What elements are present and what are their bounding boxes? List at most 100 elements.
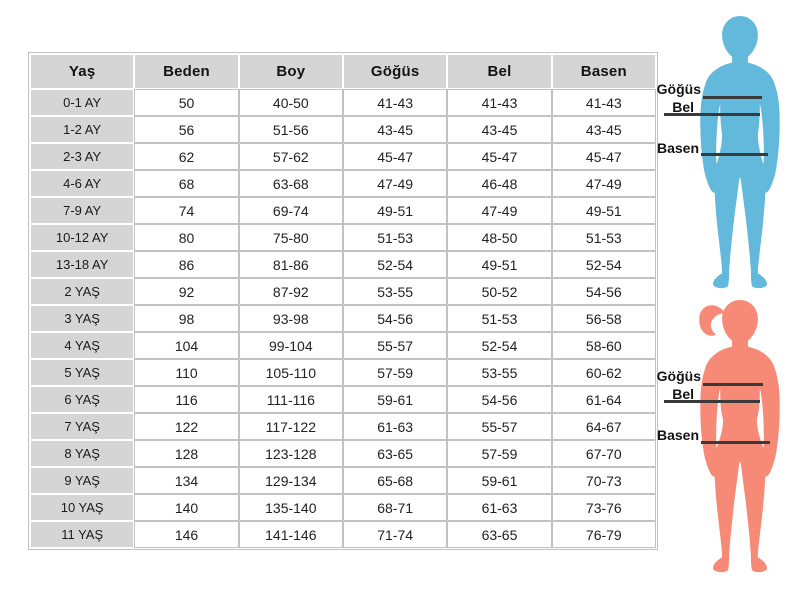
table-cell: 41-43: [448, 90, 551, 115]
row-header-age: 7-9 AY: [31, 198, 134, 223]
table-cell: 54-56: [343, 306, 447, 331]
row-header-age: 2-3 AY: [31, 144, 134, 169]
table-cell: 116: [135, 387, 238, 412]
table-cell: 43-45: [448, 117, 551, 142]
table-cell: 47-49: [448, 198, 551, 223]
table-cell: 41-43: [552, 90, 655, 115]
table-cell: 56-58: [552, 306, 655, 331]
girl-waist-label: Bel: [672, 386, 694, 402]
table-cell: 52-54: [448, 333, 551, 358]
girl-silhouette: [700, 299, 780, 573]
table-cell: 48-50: [448, 225, 551, 250]
table-cell: 52-54: [552, 252, 655, 277]
table-cell: 110: [135, 360, 238, 385]
table-cell: 63-68: [239, 171, 342, 196]
table-cell: 75-80: [239, 225, 342, 250]
row-header-age: 2 YAŞ: [31, 279, 134, 304]
table-cell: 45-47: [552, 144, 655, 169]
column-header: Yaş: [31, 55, 134, 88]
boy-silhouette: [700, 15, 780, 289]
column-header: Basen: [552, 55, 655, 88]
table-cell: 50-52: [448, 279, 551, 304]
table-cell: 43-45: [552, 117, 655, 142]
table-cell: 134: [135, 468, 238, 493]
boy-chest-line: [703, 96, 762, 99]
table-cell: 61-64: [552, 387, 655, 412]
table-cell: 51-53: [552, 225, 655, 250]
table-cell: 74: [135, 198, 238, 223]
table-cell: 54-56: [552, 279, 655, 304]
table-cell: 55-57: [448, 414, 551, 439]
row-header-age: 10-12 AY: [31, 225, 134, 250]
table-cell: 60-62: [552, 360, 655, 385]
boy-figure: [690, 14, 790, 292]
girl-figure: [690, 298, 790, 576]
table-cell: 53-55: [448, 360, 551, 385]
table-cell: 61-63: [343, 414, 447, 439]
table-row: 8 YAŞ 128 123-128 63-65 57-59 67-70: [31, 441, 655, 466]
table-cell: 69-74: [239, 198, 342, 223]
table-cell: 93-98: [239, 306, 342, 331]
girl-silhouette-svg: [699, 299, 780, 573]
table-cell: 57-62: [239, 144, 342, 169]
table-cell: 59-61: [448, 468, 551, 493]
table-cell: 53-55: [343, 279, 447, 304]
table-cell: 58-60: [552, 333, 655, 358]
row-header-age: 7 YAŞ: [31, 414, 134, 439]
table-cell: 40-50: [239, 90, 342, 115]
table-cell: 47-49: [552, 171, 655, 196]
table-cell: 92: [135, 279, 238, 304]
row-header-age: 9 YAŞ: [31, 468, 134, 493]
table-cell: 117-122: [239, 414, 342, 439]
table-cell: 43-45: [343, 117, 447, 142]
table-cell: 63-65: [448, 522, 551, 547]
table-row: 11 YAŞ 146 141-146 71-74 63-65 76-79: [31, 522, 655, 547]
table-cell: 123-128: [239, 441, 342, 466]
table-cell: 140: [135, 495, 238, 520]
boy-silhouette-svg: [700, 15, 780, 289]
table-cell: 46-48: [448, 171, 551, 196]
row-header-age: 4-6 AY: [31, 171, 134, 196]
row-header-age: 11 YAŞ: [31, 522, 134, 547]
table-cell: 56: [135, 117, 238, 142]
row-header-age: 4 YAŞ: [31, 333, 134, 358]
row-header-age: 0-1 AY: [31, 90, 134, 115]
column-header: Göğüs: [343, 55, 447, 88]
column-header: Boy: [239, 55, 342, 88]
table-cell: 47-49: [343, 171, 447, 196]
table-cell: 87-92: [239, 279, 342, 304]
table-row: 13-18 AY 86 81-86 52-54 49-51 52-54: [31, 252, 655, 277]
table-cell: 57-59: [343, 360, 447, 385]
table-cell: 57-59: [448, 441, 551, 466]
table-cell: 51-53: [448, 306, 551, 331]
table-cell: 98: [135, 306, 238, 331]
table-cell: 55-57: [343, 333, 447, 358]
row-header-age: 5 YAŞ: [31, 360, 134, 385]
table-cell: 76-79: [552, 522, 655, 547]
table-cell: 64-67: [552, 414, 655, 439]
table-row: 2 YAŞ 92 87-92 53-55 50-52 54-56: [31, 279, 655, 304]
table-row: 4-6 AY 68 63-68 47-49 46-48 47-49: [31, 171, 655, 196]
table-cell: 54-56: [448, 387, 551, 412]
table-cell: 59-61: [343, 387, 447, 412]
table-row: 7-9 AY 74 69-74 49-51 47-49 49-51: [31, 198, 655, 223]
table-cell: 141-146: [239, 522, 342, 547]
table-cell: 73-76: [552, 495, 655, 520]
table-cell: 146: [135, 522, 238, 547]
table-cell: 80: [135, 225, 238, 250]
table-cell: 63-65: [343, 441, 447, 466]
boy-hip-label: Basen: [656, 140, 699, 156]
column-header: Bel: [448, 55, 551, 88]
table-cell: 128: [135, 441, 238, 466]
size-table: Yaş Beden Boy Göğüs Bel Basen 0-1 AY 50 40-50 41…: [28, 52, 658, 550]
table-cell: 135-140: [239, 495, 342, 520]
size-table-head: Yaş Beden Boy Göğüs Bel Basen: [31, 55, 655, 88]
table-cell: 122: [135, 414, 238, 439]
table-cell: 45-47: [343, 144, 447, 169]
table-cell: 104: [135, 333, 238, 358]
table-cell: 45-47: [448, 144, 551, 169]
table-cell: 81-86: [239, 252, 342, 277]
girl-waist-line: [664, 400, 760, 403]
table-cell: 67-70: [552, 441, 655, 466]
table-row: 7 YAŞ 122 117-122 61-63 55-57 64-67: [31, 414, 655, 439]
